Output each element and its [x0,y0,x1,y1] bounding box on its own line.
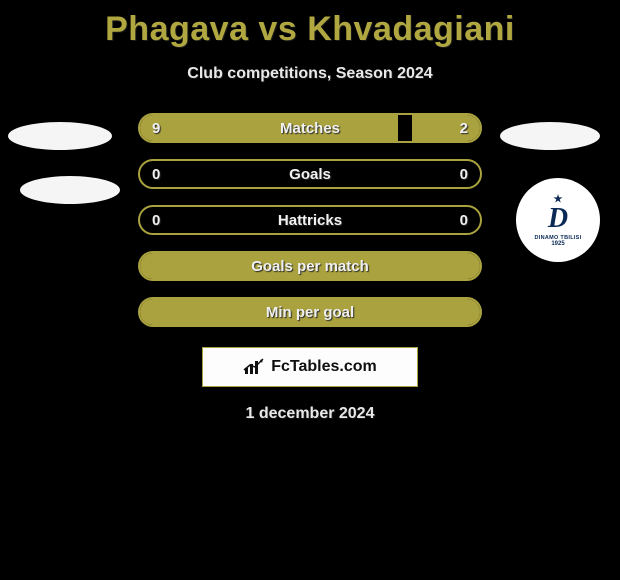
bar-label: Hattricks [278,212,342,229]
branding-box: FcTables.com [202,347,418,387]
bar-value-left: 0 [152,212,160,229]
club-badge-dinamo: ★ D DINAMO TBILISI 1925 [516,178,600,262]
bar-value-left: 9 [152,120,160,137]
bar-value-left: 0 [152,166,160,183]
bar-label: Goals per match [251,258,369,275]
bar-label: Goals [289,166,331,183]
bar-value-right: 2 [460,120,468,137]
bar-fill-right [412,115,480,141]
club-letter: D [548,203,568,235]
player-left-badge-1 [8,122,112,150]
stat-bar: 9 2 Matches [138,113,482,143]
bar-label: Matches [280,120,340,137]
comparison-date: 1 december 2024 [0,405,620,423]
stat-bar: Min per goal [138,297,482,327]
player-left-badge-2 [20,176,120,204]
bar-fill-left [140,115,398,141]
stat-bar: 0 0 Goals [138,159,482,189]
comparison-title: Phagava vs Khvadagiani [0,0,620,49]
chart-icon [243,358,267,376]
branding-text: FcTables.com [271,358,377,376]
stat-bar: 0 0 Hattricks [138,205,482,235]
bar-value-right: 0 [460,212,468,229]
bar-label: Min per goal [266,304,354,321]
comparison-subtitle: Club competitions, Season 2024 [0,65,620,83]
club-year: 1925 [551,241,564,247]
player-right-badge-1 [500,122,600,150]
bar-value-right: 0 [460,166,468,183]
stat-bar: Goals per match [138,251,482,281]
